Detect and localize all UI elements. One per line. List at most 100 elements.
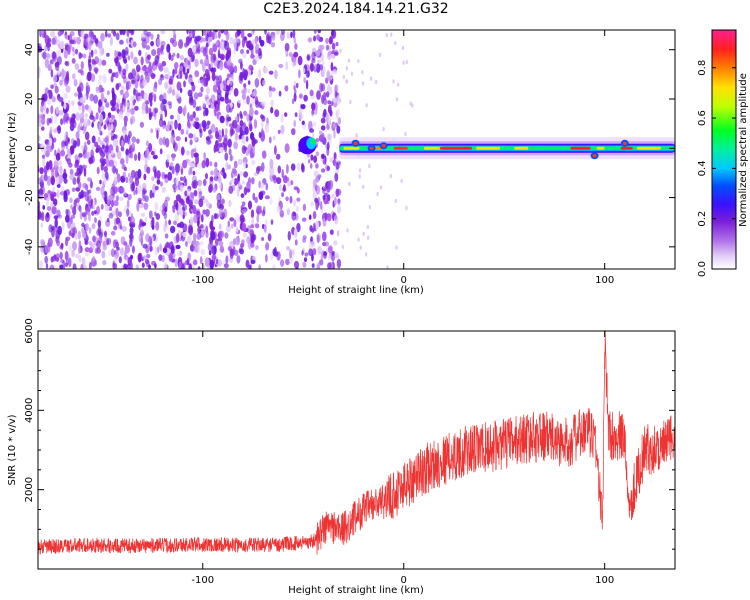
spectrogram-noise-blob	[235, 235, 241, 246]
spectrogram-noise-blob	[71, 100, 75, 106]
spectrogram-noise-blob	[100, 203, 104, 210]
spectrogram-noise-blob	[287, 33, 291, 40]
spectrogram-noise-blob	[130, 51, 134, 60]
spectrogram-noise-blob	[293, 186, 299, 191]
spectrogram-noise-blob	[225, 103, 231, 113]
spectrogram-noise-blob	[291, 98, 295, 105]
spectrogram-noise-blob	[323, 186, 327, 192]
spectrogram-noise-blob	[163, 262, 168, 269]
spectrogram-noise-blob	[208, 250, 212, 256]
spectrogram-noise-blob	[134, 105, 139, 111]
spectrogram-noise-blob	[194, 58, 199, 68]
spectrogram-noise-blob	[75, 253, 79, 259]
spectrogram-noise-blob	[178, 141, 181, 152]
spectrogram-noise-blob	[251, 136, 256, 147]
spectrogram-noise-blob	[71, 249, 75, 258]
spectrogram-noise-blob	[187, 60, 191, 66]
spectrogram-noise-blob	[135, 264, 139, 269]
spectrogram-noise-blob	[116, 186, 122, 193]
spectrogram-noise-blob	[326, 84, 331, 92]
spectrogram-noise-blob	[108, 68, 113, 74]
spectrogram-noise-blob	[271, 87, 276, 92]
spectrogram-noise-blob	[320, 54, 324, 61]
spectrogram-noise-blob	[81, 212, 87, 218]
spectrogram-noise-blob	[83, 118, 89, 128]
spectrogram-noise-blob	[239, 171, 244, 176]
spectrogram-noise-blob	[230, 178, 235, 184]
spectrogram-noise-blob	[301, 162, 304, 172]
spectrogram-noise-blob	[337, 205, 342, 214]
spectrogram-ylabel: Frequency (Hz)	[7, 112, 18, 188]
spectrogram-noise-blob	[218, 240, 224, 246]
spectrogram-noise-blob	[276, 205, 281, 213]
spectrogram-noise-blob	[141, 102, 147, 112]
spectrogram-noise-blob	[296, 197, 301, 202]
spectrogram-noise-blob	[324, 241, 330, 247]
spectrogram-noise-blob	[121, 139, 124, 147]
spectrogram-noise-blob	[44, 255, 49, 264]
spectrogram-noise-blob	[114, 71, 119, 79]
spectrogram-noise-blob	[64, 262, 68, 268]
spectrogram-knot	[369, 146, 374, 150]
spectrogram-noise-blob	[280, 124, 285, 135]
spectrogram-noise-blob	[279, 183, 282, 192]
spectrogram-noise-blob	[171, 156, 175, 162]
spectrogram-noise-blob	[322, 231, 327, 242]
spectrogram-noise-blob	[160, 113, 163, 121]
spectrogram-noise-blob	[76, 36, 81, 45]
spectrogram-noise-blob	[316, 90, 321, 100]
spectrogram-noise-blob	[53, 137, 57, 143]
spectrogram-noise-blob	[358, 168, 362, 173]
spectrogram-noise-blob	[209, 98, 213, 104]
spectrogram-noise-blob	[269, 197, 273, 205]
spectrogram-noise-blob	[216, 199, 222, 209]
y-tick-label: -40	[24, 239, 35, 255]
spectrogram-noise-blob	[72, 263, 77, 269]
spectrogram-noise-blob	[51, 96, 56, 103]
spectrogram-noise-blob	[246, 188, 251, 193]
spectrogram-noise-blob	[251, 91, 255, 97]
spectrogram-noise-blob	[150, 72, 156, 80]
spectrogram-ridge-core	[620, 146, 633, 150]
spectrogram-noise-blob	[261, 237, 265, 241]
spectrogram-noise-blob	[205, 230, 209, 238]
spectrogram-noise-blob	[90, 179, 93, 188]
spectrogram-noise-blob	[118, 211, 122, 218]
spectrogram-noise-blob	[273, 175, 277, 184]
spectrogram-noise-blob	[139, 121, 144, 128]
spectrogram-noise-blob	[68, 257, 72, 268]
spectrogram-noise-blob	[154, 247, 158, 256]
spectrogram-noise-blob	[254, 110, 259, 116]
spectrogram-noise-blob	[199, 191, 203, 196]
spectrogram-noise-blob	[335, 108, 340, 116]
spectrogram-noise-blob	[140, 236, 143, 246]
spectrogram-noise-blob	[316, 262, 321, 269]
spectrogram-noise-blob	[320, 254, 324, 261]
x-tick-label: -100	[191, 575, 214, 586]
spectrogram-noise-blob	[286, 180, 292, 187]
spectrogram-noise-blob	[76, 137, 81, 147]
spectrogram-noise-blob	[134, 153, 138, 161]
spectrogram-noise-blob	[220, 198, 225, 205]
spectrogram-noise-blob	[310, 201, 314, 207]
spectrogram-noise-blob	[218, 75, 223, 84]
spectrogram-noise-blob	[129, 216, 135, 225]
spectrogram-noise-blob	[167, 171, 173, 181]
spectrogram-noise-blob	[149, 245, 153, 252]
spectrogram-noise-blob	[194, 36, 198, 45]
spectrogram-noise-blob	[293, 37, 297, 44]
spectrogram-noise-blob	[101, 250, 106, 259]
spectrogram-noise-blob	[369, 76, 373, 81]
spectrogram-noise-blob	[173, 32, 177, 41]
spectrogram-noise-blob	[44, 139, 49, 145]
spectrogram-noise-blob	[38, 66, 41, 76]
spectrogram-noise-blob	[54, 149, 57, 157]
colorbar-tick-label: 0.6	[697, 110, 708, 126]
spectrogram-noise-blob	[170, 225, 176, 234]
spectrogram-noise-blob	[238, 58, 243, 64]
spectrogram-noise-blob	[315, 63, 321, 73]
spectrogram-noise-blob	[333, 152, 337, 161]
spectrogram-noise-blob	[284, 112, 288, 117]
spectrogram-noise-blob	[102, 244, 107, 251]
spectrogram-noise-blob	[197, 79, 201, 84]
